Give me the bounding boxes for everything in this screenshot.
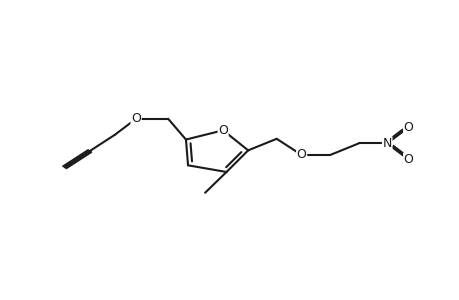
Text: O: O xyxy=(403,153,413,166)
Text: O: O xyxy=(296,148,306,161)
Text: O: O xyxy=(131,112,140,125)
Text: N: N xyxy=(382,137,391,150)
Text: O: O xyxy=(403,121,413,134)
Text: O: O xyxy=(218,124,228,137)
